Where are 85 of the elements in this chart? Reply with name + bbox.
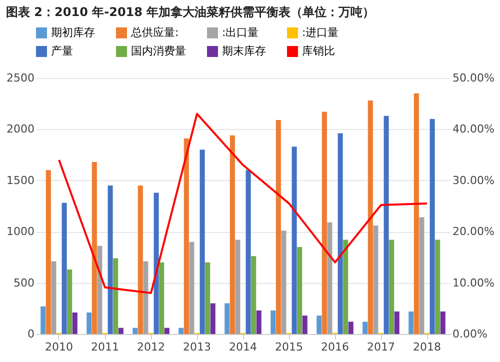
bar xyxy=(189,242,194,334)
legend-label: 产量 xyxy=(51,44,73,58)
bar xyxy=(184,138,189,334)
bar xyxy=(205,262,210,334)
bar xyxy=(235,240,240,334)
legend-label: 库销比 xyxy=(302,44,335,58)
bar xyxy=(368,100,373,334)
x-tick-label: 2011 xyxy=(91,340,119,354)
y2-tick-label: 20.00% xyxy=(452,225,494,238)
y2-tick-label: 40.00% xyxy=(452,122,494,136)
bar xyxy=(108,186,113,334)
legend-label: 期末库存 xyxy=(222,44,266,58)
y-tick-label: 2500 xyxy=(6,72,34,84)
bar xyxy=(154,192,159,334)
y2-tick-label: 0.00% xyxy=(452,328,488,340)
bar xyxy=(384,116,389,334)
bar xyxy=(210,303,216,334)
bar xyxy=(251,256,256,334)
line-series xyxy=(58,112,428,294)
y-tick-label: 1000 xyxy=(6,225,34,238)
bar xyxy=(435,240,440,334)
bar xyxy=(118,328,124,334)
bar xyxy=(394,311,400,334)
bar xyxy=(389,240,394,334)
bar xyxy=(224,303,230,334)
bar xyxy=(373,225,378,334)
bar xyxy=(302,316,308,334)
bar xyxy=(297,246,302,334)
y2-tick-label: 50.00% xyxy=(452,72,494,84)
legend-label: 国内消费量 xyxy=(131,44,186,58)
bar xyxy=(414,93,419,334)
bar xyxy=(343,240,348,334)
bar xyxy=(51,261,56,334)
bar xyxy=(327,222,332,334)
bar xyxy=(132,328,138,334)
y-tick-label: 1500 xyxy=(6,174,34,187)
x-tick-label: 2013 xyxy=(183,340,211,354)
x-tick-label: 2014 xyxy=(229,340,257,354)
bar xyxy=(322,112,327,334)
y-tick-label: 500 xyxy=(14,276,34,290)
legend-label: :出口量 xyxy=(222,26,259,39)
bar xyxy=(316,316,322,334)
chart-title: 图表 2：2010 年-2018 年加拿大油菜籽供需平衡表（单位：万吨） xyxy=(6,5,375,19)
x-tick-label: 2015 xyxy=(275,340,303,354)
bar xyxy=(40,306,46,334)
legend-label: 期初库存 xyxy=(51,26,95,39)
bar xyxy=(113,258,118,334)
bar xyxy=(440,311,446,334)
bar xyxy=(159,262,164,334)
bar xyxy=(230,135,235,334)
bar xyxy=(362,322,368,334)
bar xyxy=(348,322,354,334)
y-tick-label: 2000 xyxy=(6,122,34,136)
bar xyxy=(143,261,148,334)
bar xyxy=(62,202,67,334)
bar xyxy=(138,186,143,334)
bar xyxy=(92,162,97,334)
x-tick-label: 2010 xyxy=(45,340,73,354)
y-tick-label: 0 xyxy=(28,328,34,340)
legend-label: :进口量 xyxy=(302,26,339,39)
bar xyxy=(200,150,205,334)
bar xyxy=(430,118,435,334)
bar xyxy=(46,170,51,334)
bar xyxy=(164,328,170,334)
x-tick-label: 2012 xyxy=(137,340,165,354)
bar xyxy=(67,269,72,334)
y2-tick-label: 30.00% xyxy=(452,174,494,187)
bar xyxy=(86,312,92,334)
legend-label: 总供应量: xyxy=(130,26,179,39)
bar xyxy=(292,146,297,334)
x-tick-label: 2017 xyxy=(367,340,395,354)
bar xyxy=(281,230,286,334)
y2-tick-label: 10.00% xyxy=(452,276,494,290)
bar xyxy=(97,246,102,334)
bar xyxy=(270,310,276,334)
x-tick-label: 2016 xyxy=(321,340,349,354)
bar xyxy=(178,328,184,334)
bar xyxy=(276,120,281,334)
bar xyxy=(338,133,343,334)
bar xyxy=(256,310,262,334)
bar xyxy=(408,311,414,334)
bar xyxy=(246,170,251,334)
bar xyxy=(72,312,78,334)
x-tick-label: 2018 xyxy=(413,340,441,354)
bar xyxy=(419,217,424,334)
